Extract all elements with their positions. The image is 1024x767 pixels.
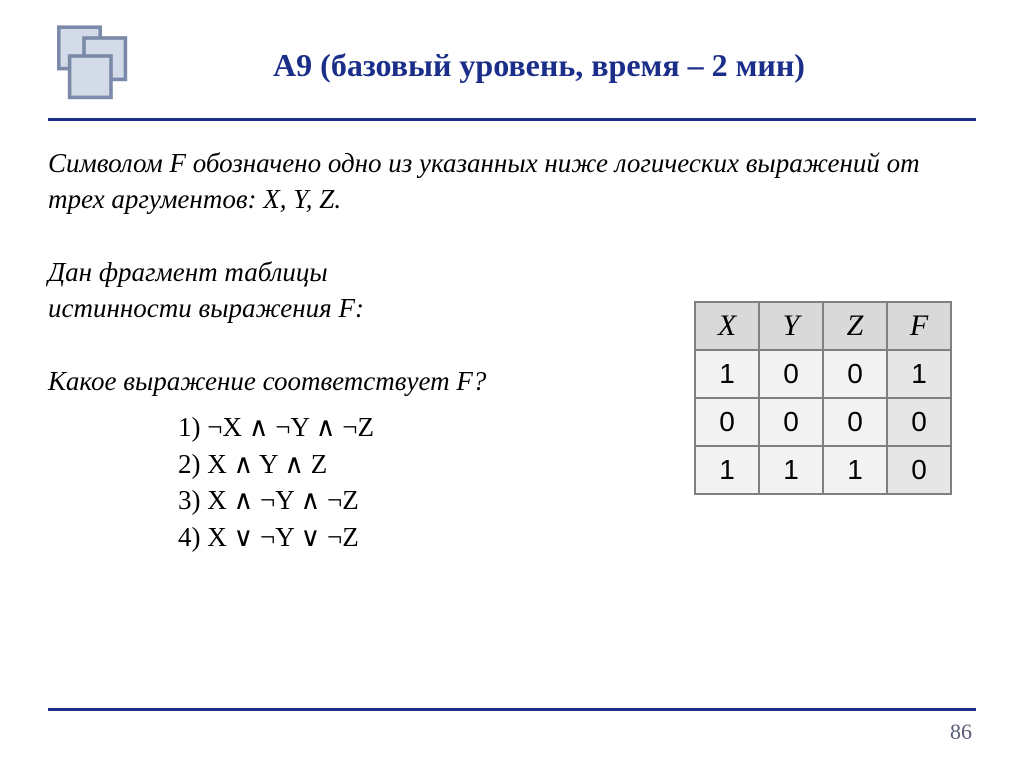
page-number: 86: [950, 719, 972, 745]
col-header-f: F: [887, 302, 951, 350]
cell-f: 0: [887, 398, 951, 446]
cell: 0: [759, 398, 823, 446]
divider-bottom: [48, 708, 976, 711]
cell: 0: [759, 350, 823, 398]
cell: 1: [695, 446, 759, 494]
header: A9 (базовый уровень, время – 2 мин): [48, 20, 976, 110]
cell: 1: [695, 350, 759, 398]
cell: 0: [695, 398, 759, 446]
cell: 1: [759, 446, 823, 494]
col-header-x: X: [695, 302, 759, 350]
table-row: 1 1 1 0: [695, 446, 951, 494]
divider-top: [48, 118, 976, 121]
truth-table: X Y Z F 1 0 0 1 0 0 0 0 1 1 1 0: [694, 301, 952, 495]
cell: 0: [823, 398, 887, 446]
cell: 1: [823, 446, 887, 494]
cell: 0: [823, 350, 887, 398]
intro-text: Символом F обозначено одно из указанных …: [48, 145, 976, 218]
content: Символом F обозначено одно из указанных …: [48, 145, 976, 555]
slide: A9 (базовый уровень, время – 2 мин) Симв…: [0, 0, 1024, 767]
table-row: 1 0 0 1: [695, 350, 951, 398]
logo-icon: [48, 20, 138, 110]
table-row: 0 0 0 0: [695, 398, 951, 446]
table-header-row: X Y Z F: [695, 302, 951, 350]
cell-f: 1: [887, 350, 951, 398]
fragment-label: Дан фрагмент таблицы истинности выражени…: [48, 254, 468, 327]
slide-title: A9 (базовый уровень, время – 2 мин): [162, 47, 976, 84]
col-header-y: Y: [759, 302, 823, 350]
option-4: 4) X ∨ ¬Y ∨ ¬Z: [178, 519, 976, 555]
col-header-z: Z: [823, 302, 887, 350]
cell-f: 0: [887, 446, 951, 494]
